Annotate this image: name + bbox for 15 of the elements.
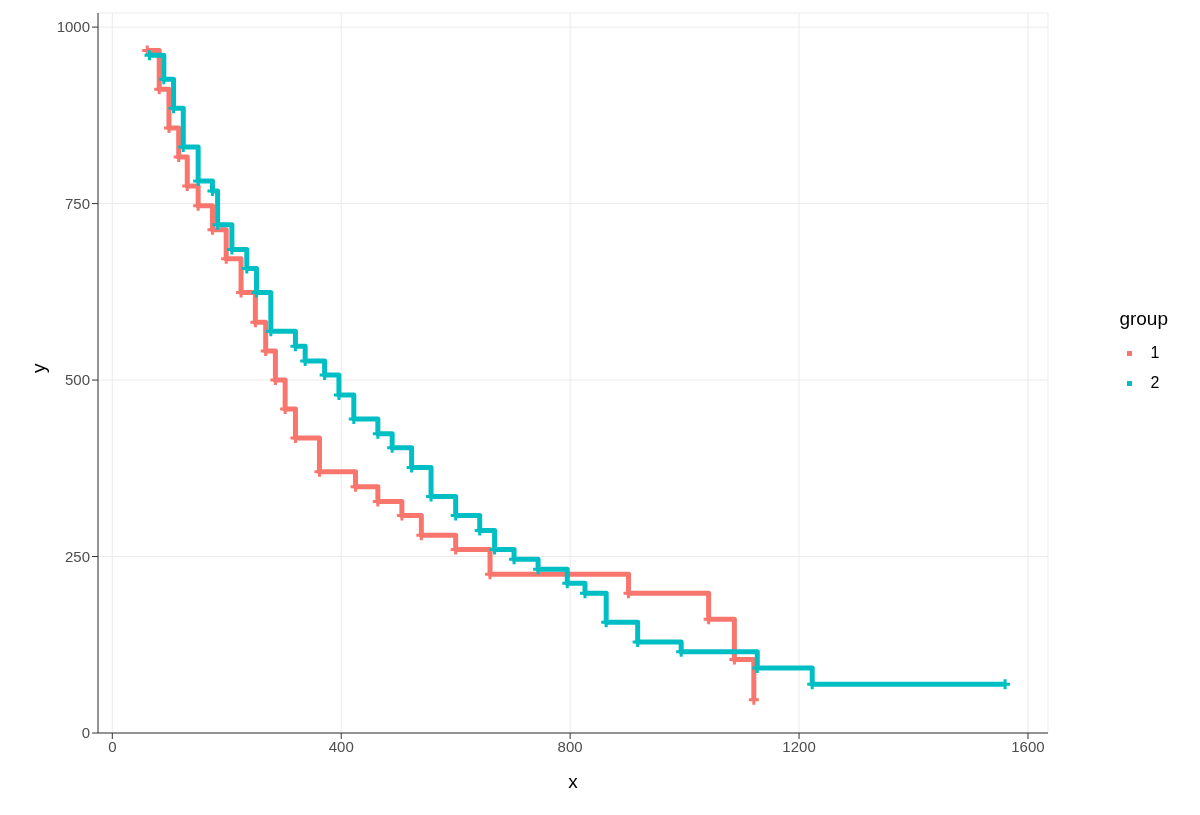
x-tick-label: 400 xyxy=(328,737,354,755)
y-tick-label: 750 xyxy=(64,194,90,212)
legend-title: group xyxy=(1119,308,1168,330)
y-tick-label: 250 xyxy=(64,547,90,565)
y-tick-label: 500 xyxy=(64,371,90,389)
legend-label: 2 xyxy=(1150,374,1160,392)
x-tick-label: 800 xyxy=(557,737,583,755)
y-axis-title: y xyxy=(27,363,49,373)
y-tick-label: 0 xyxy=(81,724,90,742)
x-tick-label: 1200 xyxy=(782,737,816,755)
x-axis-title: x xyxy=(568,771,579,792)
x-tick-label: 0 xyxy=(108,737,117,755)
y-tick-label: 1000 xyxy=(56,18,90,36)
x-tick-label: 1600 xyxy=(1011,737,1045,755)
legend-label: 1 xyxy=(1150,344,1160,362)
